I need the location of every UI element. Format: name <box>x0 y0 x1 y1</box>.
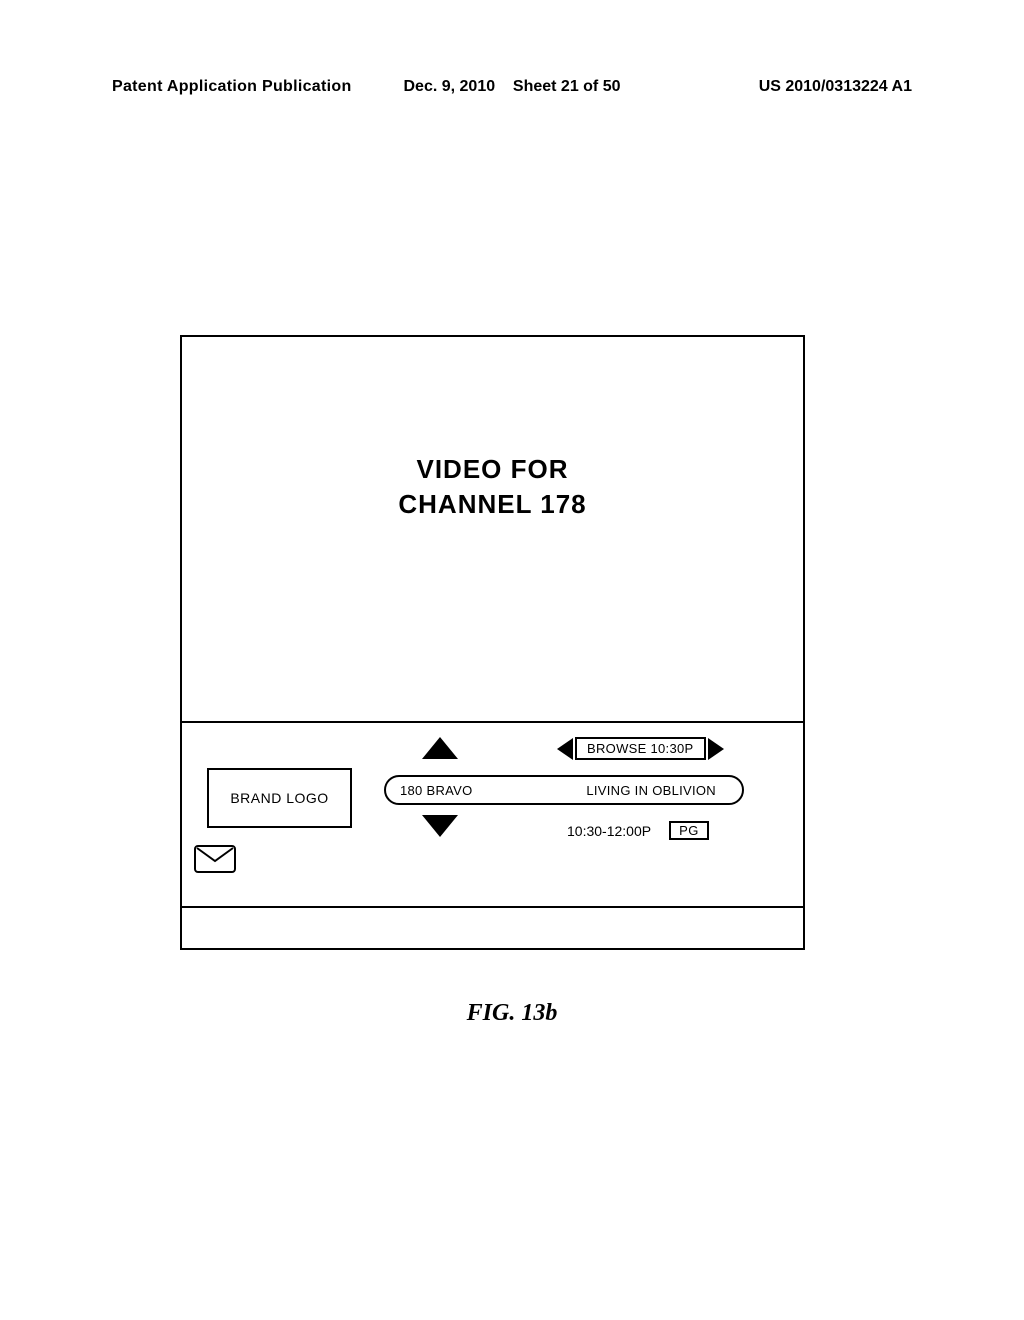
arrow-up-icon[interactable] <box>422 737 458 759</box>
video-line-1: VIDEO FOR <box>398 452 586 487</box>
video-area: VIDEO FOR CHANNEL 178 <box>182 337 803 723</box>
browse-time-label: BROWSE 10:30P <box>587 741 694 756</box>
channel-pill[interactable]: 180 BRAVO LIVING IN OBLIVION <box>384 775 744 805</box>
header-sheet: Sheet 21 of 50 <box>513 78 621 95</box>
page-header: Patent Application Publication Dec. 9, 2… <box>112 78 912 96</box>
program-title: LIVING IN OBLIVION <box>586 783 716 798</box>
browse-row: BROWSE 10:30P <box>557 737 724 760</box>
header-date: Dec. 9, 2010 <box>403 78 495 95</box>
rating-box: PG <box>669 821 709 840</box>
publication-type: Patent Application Publication <box>112 78 352 96</box>
arrow-right-icon[interactable] <box>708 738 724 760</box>
brand-logo-label: BRAND LOGO <box>230 790 328 806</box>
rating-label: PG <box>679 823 699 838</box>
figure-label: FIG. 13b <box>467 1000 558 1027</box>
channel-name: 180 BRAVO <box>400 783 473 798</box>
brand-logo-box: BRAND LOGO <box>207 768 352 828</box>
figure-container: VIDEO FOR CHANNEL 178 BRAND LOGO BROWSE … <box>180 335 805 950</box>
video-line-2: CHANNEL 178 <box>398 487 586 522</box>
info-panel: BRAND LOGO BROWSE 10:30P 180 BRAVO LIVIN… <box>182 723 803 908</box>
bottom-strip <box>182 908 803 946</box>
video-label: VIDEO FOR CHANNEL 178 <box>398 452 586 522</box>
arrow-left-icon[interactable] <box>557 738 573 760</box>
header-date-sheet: Dec. 9, 2010 Sheet 21 of 50 <box>403 78 620 96</box>
doc-number: US 2010/0313224 A1 <box>759 78 912 96</box>
time-range: 10:30-12:00P <box>567 823 651 839</box>
arrow-down-icon[interactable] <box>422 815 458 837</box>
browse-time-box: BROWSE 10:30P <box>575 737 706 760</box>
time-rating-row: 10:30-12:00P PG <box>567 821 709 840</box>
envelope-icon <box>194 845 236 873</box>
